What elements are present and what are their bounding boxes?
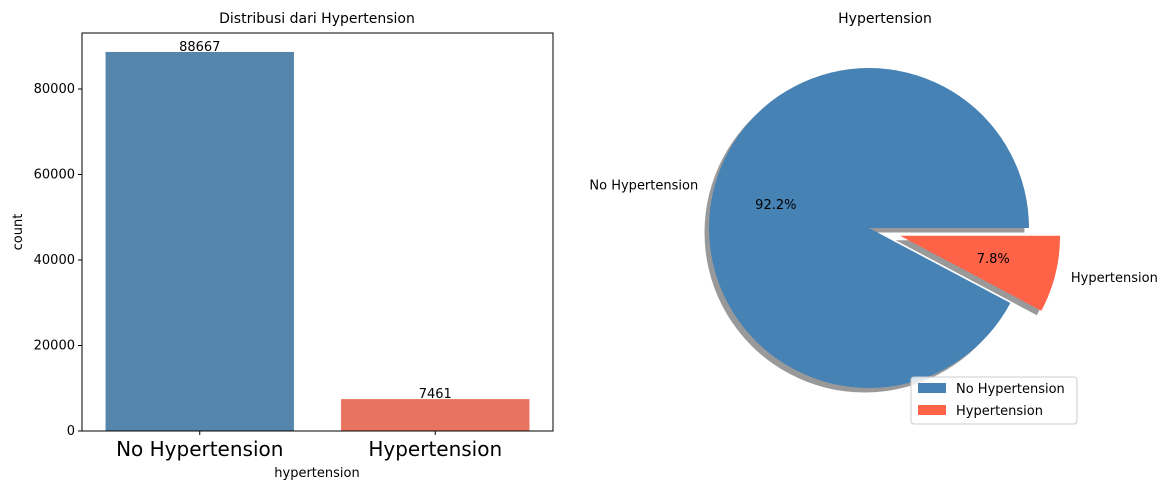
- pie-percent-no-hypertension: 92.2%: [755, 198, 796, 213]
- pie-label-no-hypertension: No Hypertension: [589, 179, 698, 194]
- pie-legend: No Hypertension Hypertension: [910, 376, 1078, 425]
- bar-hypertension: [341, 399, 530, 431]
- pie-chart: Hypertension No Hypertension 92.2% Hyperte…: [589, 11, 1158, 425]
- bar-y-tick-label: 80000: [34, 82, 75, 97]
- bar-y-axis-label: count: [11, 214, 26, 251]
- bar-x-axis-label: hypertension: [274, 466, 359, 481]
- bar-no-hypertension: [105, 51, 294, 431]
- legend-label-hypertension: Hypertension: [956, 404, 1043, 419]
- legend-frame: [910, 376, 1078, 425]
- bar-x-tick-label-hypertension: Hypertension: [368, 437, 502, 461]
- bar-bars: [105, 51, 530, 431]
- bar-chart-title: Distribusi dari Hypertension: [219, 11, 415, 27]
- bar-x-ticks: No Hypertension Hypertension: [116, 431, 502, 461]
- pie-percent-hypertension: 7.8%: [977, 252, 1010, 267]
- bar-y-tick-label: 60000: [34, 168, 75, 183]
- bar-y-tick-label: 40000: [34, 253, 75, 268]
- bar-y-ticks: 0 20000 40000 60000 80000: [34, 82, 82, 439]
- bar-data-label-hypertension: 7461: [419, 387, 452, 402]
- pie-slice-no-hypertension: [708, 68, 1029, 389]
- bar-data-label-no-hypertension: 88667: [179, 40, 220, 55]
- bar-chart: Distribusi dari Hypertension 0 20000 40000…: [11, 11, 554, 481]
- pie-slices: [708, 68, 1061, 389]
- pie-chart-title: Hypertension: [838, 11, 932, 27]
- legend-label-no-hypertension: No Hypertension: [956, 382, 1065, 397]
- bar-plot-frame: [81, 32, 554, 432]
- bar-data-labels: 88667 7461: [179, 40, 452, 402]
- bar-x-tick-label-no-hypertension: No Hypertension: [116, 437, 283, 461]
- bar-y-tick-label: 0: [67, 424, 75, 439]
- pie-slice-hypertension: [900, 235, 1061, 311]
- pie-label-hypertension: Hypertension: [1071, 271, 1158, 286]
- pie-labels: No Hypertension 92.2% Hypertension 7.8%: [589, 179, 1157, 287]
- legend-swatch-no-hypertension: [918, 383, 946, 393]
- legend-swatch-hypertension: [918, 405, 946, 415]
- bar-y-tick-label: 20000: [34, 339, 75, 354]
